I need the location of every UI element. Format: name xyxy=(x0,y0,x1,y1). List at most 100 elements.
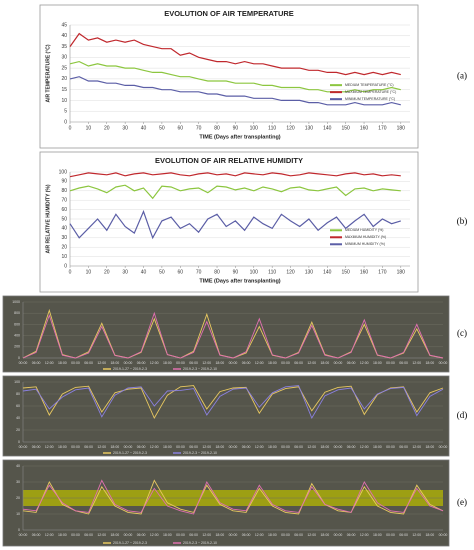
series-line xyxy=(22,479,444,515)
x-tick-label: 20 xyxy=(104,125,110,131)
x-tick-label: 00:00 xyxy=(229,445,238,449)
x-tick-label: 18:00 xyxy=(215,445,224,449)
x-tick-label: 0 xyxy=(69,269,72,275)
x-tick-label: 170 xyxy=(378,125,387,131)
legend-label: MEDIUM HUMIDITY (%) xyxy=(345,228,383,232)
x-tick-label: 180 xyxy=(397,269,406,275)
series-line xyxy=(22,479,444,515)
x-tick-label: 06:00 xyxy=(189,445,198,449)
x-tick-label: 30 xyxy=(122,269,128,275)
y-tick-label: 20 xyxy=(16,496,20,500)
x-tick-label: 00:00 xyxy=(281,445,290,449)
x-tick-label: 18:00 xyxy=(110,445,119,449)
y-tick-label: 200 xyxy=(14,345,20,349)
y-axis-title: AIR RELATIVE HUMIDITY (%) xyxy=(45,184,51,253)
series-line xyxy=(22,385,444,419)
x-tick-label: 70 xyxy=(196,125,202,131)
x-tick-label: 00:00 xyxy=(124,361,133,365)
y-tick-label: 0 xyxy=(18,528,20,532)
x-tick-label: 12:00 xyxy=(412,445,421,449)
x-tick-label: 06:00 xyxy=(84,533,93,537)
x-tick-label: 18:00 xyxy=(268,361,277,365)
y-tick-label: 40 xyxy=(16,416,20,420)
x-tick-label: 180 xyxy=(397,125,406,131)
series-line xyxy=(22,311,444,359)
x-tick-label: 140 xyxy=(323,269,332,275)
y-tick-label: 20 xyxy=(61,76,67,82)
y-tick-label: 40 xyxy=(16,464,20,468)
series-line xyxy=(22,385,444,420)
y-tick-label: 30 xyxy=(61,235,67,241)
x-tick-label: 12:00 xyxy=(150,445,159,449)
x-tick-label: 00:00 xyxy=(176,445,185,449)
x-tick-label: 06:00 xyxy=(189,533,198,537)
legend-label: MINIMUM HUMIDITY (%) xyxy=(345,242,385,246)
panel-label: (b) xyxy=(457,216,468,226)
y-tick-label: 80 xyxy=(61,188,67,194)
x-tick-label: 12:00 xyxy=(202,445,211,449)
x-tick-label: 00:00 xyxy=(334,361,343,365)
x-tick-label: 06:00 xyxy=(242,361,251,365)
x-tick-label: 12:00 xyxy=(360,533,369,537)
x-tick-label: 06:00 xyxy=(84,361,93,365)
y-tick-label: 30 xyxy=(16,480,20,484)
x-tick-label: 00:00 xyxy=(19,445,28,449)
x-tick-label: 00:00 xyxy=(229,361,238,365)
x-tick-label: 06:00 xyxy=(399,361,408,365)
x-tick-label: 12:00 xyxy=(360,445,369,449)
x-tick-label: 12:00 xyxy=(412,533,421,537)
x-tick-label: 110 xyxy=(268,269,276,275)
y-tick-label: 40 xyxy=(61,33,67,39)
x-tick-label: 12:00 xyxy=(307,361,316,365)
y-tick-label: 0 xyxy=(18,356,20,360)
x-tick-label: 18:00 xyxy=(425,533,434,537)
x-tick-label: 00:00 xyxy=(439,445,448,449)
y-tick-label: 45 xyxy=(61,22,67,28)
x-tick-label: 00:00 xyxy=(229,533,238,537)
x-tick-label: 12:00 xyxy=(360,361,369,365)
x-tick-label: 10 xyxy=(86,125,92,131)
x-tick-label: 18:00 xyxy=(320,361,329,365)
legend-label: MINIMUM TEMPERATURE (°C) xyxy=(345,97,395,101)
x-tick-label: 18:00 xyxy=(215,361,224,365)
y-axis-title: AIR TEMPERATURE (°C) xyxy=(45,44,51,102)
legend-label: 2019-1-27 ~ 2019-2-3 xyxy=(113,541,147,545)
x-tick-label: 06:00 xyxy=(137,445,146,449)
x-tick-label: 18:00 xyxy=(268,533,277,537)
x-tick-label: 40 xyxy=(141,125,147,131)
x-tick-label: 00:00 xyxy=(176,361,185,365)
x-tick-label: 18:00 xyxy=(373,361,382,365)
x-tick-label: 00:00 xyxy=(386,445,395,449)
series-line xyxy=(69,209,401,240)
panel-frame xyxy=(39,151,419,293)
legend-label: 2019-1-27 ~ 2019-2-3 xyxy=(113,367,147,371)
panel-frame xyxy=(2,295,450,373)
x-tick-label: 40 xyxy=(141,269,147,275)
x-tick-label: 12:00 xyxy=(202,361,211,365)
x-axis-title: TIME (Days after transplanting) xyxy=(199,278,280,284)
legend-label: 2019-2-3 ~ 2019-2-10 xyxy=(183,451,217,455)
x-tick-label: 12:00 xyxy=(255,445,264,449)
series-line xyxy=(69,76,401,106)
x-tick-label: 150 xyxy=(342,125,351,131)
series-line xyxy=(69,184,401,200)
x-tick-label: 12:00 xyxy=(97,445,106,449)
x-tick-label: 18:00 xyxy=(373,445,382,449)
x-tick-label: 90 xyxy=(233,269,239,275)
legend-label: MEDIUM TEMPERATURE (°C) xyxy=(345,83,394,87)
x-tick-label: 12:00 xyxy=(202,533,211,537)
x-tick-label: 12:00 xyxy=(255,361,264,365)
x-tick-label: 06:00 xyxy=(32,445,41,449)
x-tick-label: 12:00 xyxy=(45,533,54,537)
x-tick-label: 18:00 xyxy=(58,361,67,365)
x-tick-label: 18:00 xyxy=(373,533,382,537)
y-tick-label: 25 xyxy=(61,65,67,71)
legend-label: 2019-1-27 ~ 2019-2-3 xyxy=(113,451,147,455)
y-tick-label: 30 xyxy=(61,55,67,61)
x-tick-label: 70 xyxy=(196,269,202,275)
x-tick-label: 120 xyxy=(286,269,295,275)
legend-label: 2019-2-3 ~ 2019-2-10 xyxy=(183,367,217,371)
x-tick-label: 100 xyxy=(250,269,259,275)
x-tick-label: 18:00 xyxy=(215,533,224,537)
